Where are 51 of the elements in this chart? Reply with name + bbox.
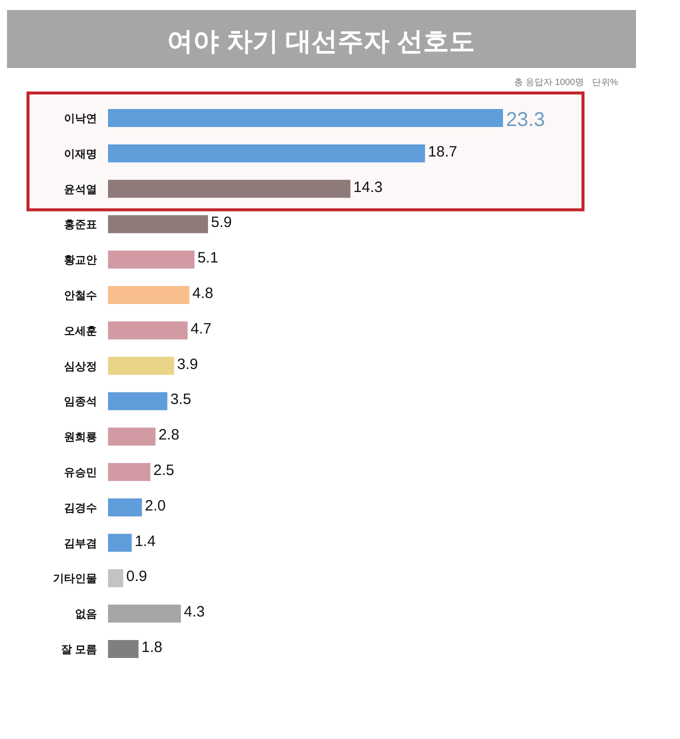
bar (108, 356, 174, 375)
data-label: 2.0 (144, 497, 166, 514)
bar (108, 534, 132, 552)
data-label: 1.4 (134, 532, 156, 550)
bar (108, 144, 426, 162)
bar (108, 498, 142, 516)
bar (108, 180, 350, 198)
bar (108, 321, 188, 340)
bar (108, 428, 156, 446)
y-tick-label: 임종석 (64, 396, 97, 408)
y-tick-label: 김경수 (64, 502, 97, 514)
y-tick-label: 유승민 (64, 467, 97, 479)
text: 단위% (592, 77, 618, 87)
y-tick-label: 이낙연 (64, 113, 97, 125)
y-tick-label: 오세훈 (64, 325, 97, 338)
text: 총 응답자 1000명 (514, 77, 584, 87)
bar (108, 250, 194, 269)
data-label: 4.8 (192, 285, 214, 302)
y-tick-label: 윤석열 (64, 184, 97, 196)
data-label: 23.3 (506, 109, 545, 131)
y-tick-label: 원희룡 (64, 432, 97, 444)
y-tick-label: 기타인물 (53, 573, 97, 586)
data-label: 3.5 (170, 391, 192, 408)
data-label: 0.9 (126, 568, 148, 586)
y-tick-label: 황교안 (64, 254, 97, 267)
y-tick-label: 김부겸 (64, 538, 97, 550)
data-label: 1.8 (142, 639, 162, 656)
data-label: 5.9 (211, 214, 232, 232)
y-tick-label: 이재명 (64, 148, 97, 160)
data-label: 4.3 (184, 604, 205, 621)
data-label: 5.1 (197, 250, 218, 267)
y-tick-label: 안철수 (64, 290, 97, 302)
bar (108, 569, 124, 588)
bar (108, 604, 181, 623)
chart-title: 여야 차기 대선주자 선호도 (167, 26, 475, 56)
data-label: 3.9 (177, 356, 198, 373)
data-label: 14.3 (353, 178, 383, 196)
y-tick-label: 없음 (75, 608, 97, 621)
data-label: 2.8 (158, 426, 180, 444)
bar (108, 392, 168, 410)
bar (108, 109, 503, 127)
y-tick-label: 심상정 (64, 360, 97, 373)
y-tick-label: 잘 모름 (60, 644, 97, 656)
bar (108, 215, 208, 234)
bar (108, 463, 150, 481)
bar (108, 286, 190, 304)
data-label: 4.7 (190, 320, 212, 338)
data-label: 2.5 (153, 462, 174, 479)
y-tick-label: 홍준표 (64, 219, 97, 232)
data-label: 18.7 (428, 143, 458, 160)
bar (108, 640, 139, 658)
